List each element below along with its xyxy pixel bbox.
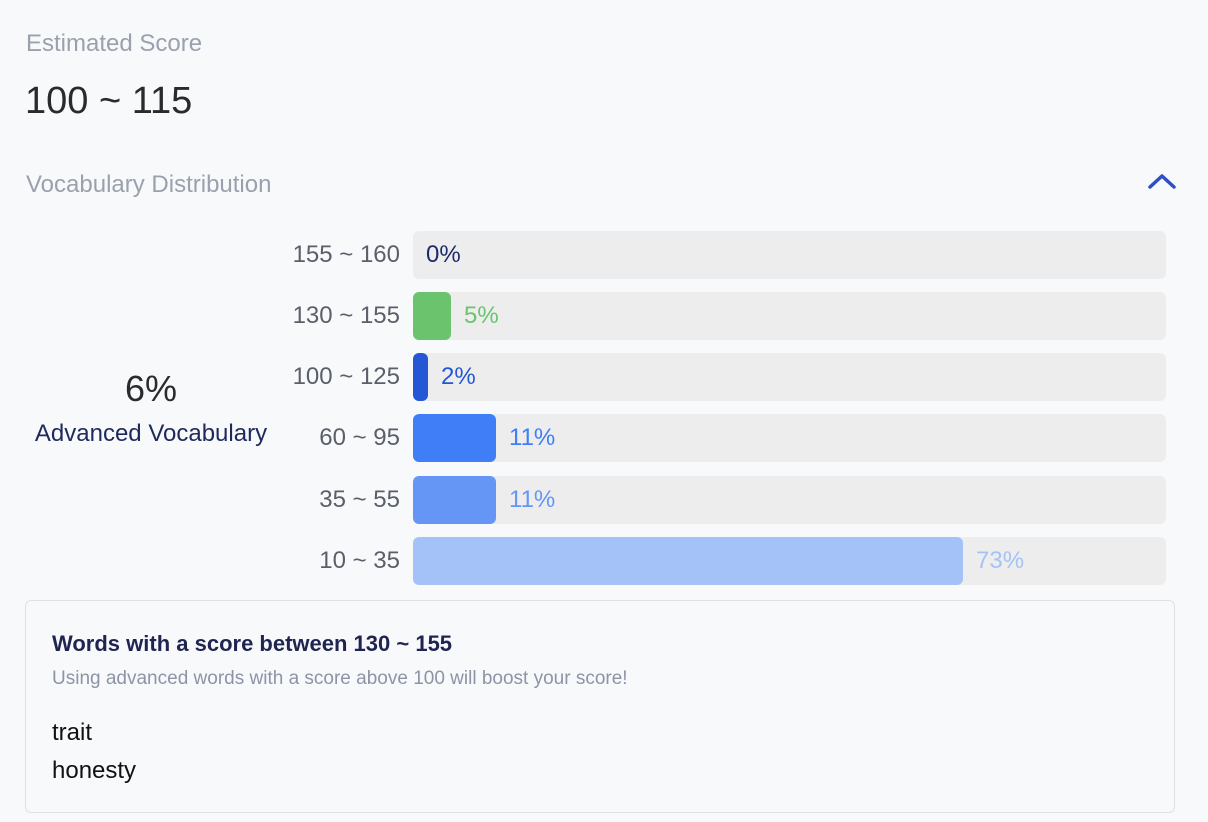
word-list: trait honesty	[52, 714, 136, 790]
row-range-label: 155 ~ 160	[292, 241, 400, 268]
bar-percent-label: 5%	[464, 302, 499, 329]
distribution-row[interactable]: 60 ~ 95 11%	[250, 414, 1170, 462]
row-range-label: 100 ~ 125	[292, 363, 400, 390]
row-range-label: 35 ~ 55	[319, 486, 400, 513]
bar-track: 2%	[413, 353, 1166, 401]
bar-fill	[413, 414, 496, 462]
distribution-row[interactable]: 100 ~ 125 2%	[250, 353, 1170, 401]
distribution-title: Vocabulary Distribution	[26, 171, 272, 198]
chevron-up-icon	[1148, 174, 1176, 189]
bar-percent-label: 73%	[976, 547, 1025, 574]
row-range-label: 130 ~ 155	[292, 302, 400, 329]
estimated-score-value: 100 ~ 115	[25, 80, 193, 122]
bar-track: 0%	[413, 231, 1166, 279]
words-card-title: Words with a score between 130 ~ 155	[52, 631, 453, 656]
row-range-label: 60 ~ 95	[319, 424, 400, 451]
bar-track: 73%	[413, 537, 1166, 585]
distribution-row[interactable]: 35 ~ 55 11%	[250, 476, 1170, 524]
collapse-toggle[interactable]	[1145, 168, 1179, 194]
bar-percent-label: 11%	[509, 486, 556, 513]
advanced-label: Advanced Vocabulary	[34, 420, 268, 447]
words-card-subtitle: Using advanced words with a score above …	[52, 668, 628, 689]
row-range-label: 10 ~ 35	[319, 547, 400, 574]
bar-percent-label: 0%	[426, 241, 461, 268]
word-item: trait	[52, 719, 93, 746]
bar-track: 11%	[413, 414, 1166, 462]
bar-track: 5%	[413, 292, 1166, 340]
distribution-row[interactable]: 155 ~ 160 0%	[250, 231, 1170, 279]
advanced-percent: 6%	[124, 368, 178, 409]
bar-track: 11%	[413, 476, 1166, 524]
bar-percent-label: 2%	[441, 363, 476, 390]
bar-fill	[413, 476, 496, 524]
estimated-score-label: Estimated Score	[26, 30, 203, 57]
advanced-vocabulary-summary: 6% Advanced Vocabulary	[25, 368, 277, 448]
words-card: Words with a score between 130 ~ 155 Usi…	[25, 600, 1175, 813]
distribution-row[interactable]: 10 ~ 35 73%	[250, 537, 1170, 585]
distribution-row[interactable]: 130 ~ 155 5%	[250, 292, 1170, 340]
bar-fill	[413, 353, 428, 401]
word-item: honesty	[52, 757, 137, 784]
bar-fill	[413, 292, 451, 340]
bar-fill	[413, 537, 963, 585]
bar-percent-label: 11%	[509, 424, 556, 451]
